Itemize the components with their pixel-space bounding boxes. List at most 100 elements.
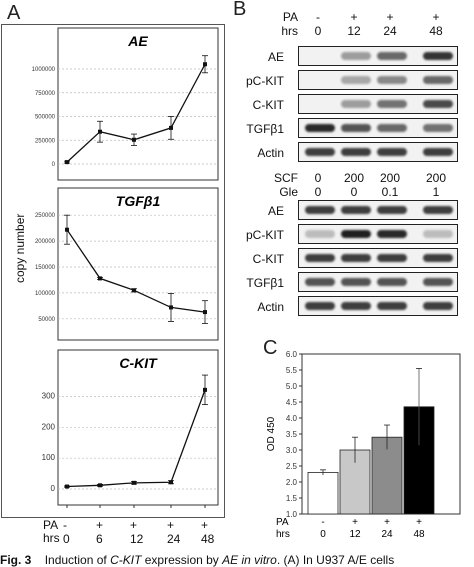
blot-top-header-value: +	[350, 10, 358, 24]
caption-agent: AE in vitro	[222, 553, 277, 567]
blot-top-header-value: 0	[314, 24, 322, 38]
blot-bottom-blot-strip	[298, 224, 458, 244]
blot-top-band	[377, 52, 407, 60]
blot-bottom-band	[377, 230, 407, 238]
y-tick-label: 200000	[35, 239, 56, 245]
blot-top-blot-strip	[298, 94, 458, 114]
y-tick-label: 100000	[35, 291, 56, 297]
blot-bottom-band	[423, 206, 453, 214]
blot-bottom-header-value: 200	[379, 171, 401, 185]
data-point	[98, 276, 102, 281]
y-tick-label: 0	[52, 162, 56, 168]
hrs-value: 12	[130, 532, 144, 546]
blot-bottom-band	[341, 254, 371, 262]
pa-value: +	[130, 518, 138, 532]
blot-bottom-band	[423, 230, 453, 238]
blot-top-blot-label: TGFβ1	[246, 122, 284, 136]
blot-top-blot-label: C-KIT	[252, 98, 284, 112]
blot-bottom-band	[377, 302, 407, 310]
bar-hrs-value: 0	[320, 529, 326, 540]
blot-top-band	[341, 100, 371, 108]
blot-top-header-label: PA	[282, 10, 298, 24]
bar-pa-value: +	[352, 517, 358, 528]
blot-top-band	[423, 124, 453, 132]
blot-bottom-band	[305, 230, 335, 238]
data-point	[65, 160, 69, 165]
pa-value: +	[201, 518, 209, 532]
blot-top-blot-strip	[298, 70, 458, 90]
blot-top-band	[305, 148, 335, 156]
blot-bottom-blot-label: AE	[267, 204, 284, 218]
blot-top-header-value: 24	[383, 24, 397, 38]
pa-value: -	[63, 518, 67, 532]
blot-top-band	[377, 76, 407, 84]
bar	[307, 471, 339, 515]
y-tick-label: 150000	[35, 265, 56, 271]
blot-top-header-value: +	[432, 10, 440, 24]
y-tick-label: 2.5	[286, 462, 298, 471]
blot-top-band	[423, 100, 453, 108]
blot-bottom-blot-label: TGFβ1	[246, 276, 284, 290]
blot-bottom-band	[305, 278, 335, 286]
bar-hrs-value: 24	[381, 529, 393, 540]
y-tick-label: 1000000	[32, 67, 56, 73]
y-tick-label: 4.5	[286, 398, 298, 407]
blot-bottom-band	[423, 278, 453, 286]
blot-bottom-header-value: 200	[343, 171, 365, 185]
line-chart-1: 50000 100000 150000 200000 250000 TGFβ1	[35, 187, 219, 341]
blot-bottom-header-value: 1	[432, 185, 440, 199]
pa-value: +	[96, 518, 104, 532]
blot-bottom-header-value: 0.1	[381, 185, 399, 199]
bar-hrs-label: hrs	[276, 529, 290, 540]
blot-top-band	[305, 124, 335, 132]
y-tick-label: 200	[42, 422, 56, 431]
blot-bottom-band	[305, 254, 335, 262]
blot-bottom-band	[341, 278, 371, 286]
blot-top-blot-strip	[298, 46, 458, 66]
blot-bottom-header-value: 0	[314, 171, 322, 185]
blot-top-band	[341, 76, 371, 84]
bar-pa-value: +	[384, 517, 390, 528]
blot-bottom-blot-strip	[298, 200, 458, 220]
chart-title: TGFβ1	[116, 193, 161, 209]
blot-bottom-header-value: 200	[425, 171, 447, 185]
blot-top-band	[423, 76, 453, 84]
blot-bottom-band	[377, 254, 407, 262]
y-tick-label: 1.0	[286, 510, 298, 519]
line-chart-0: 0 250000 500000 750000 1000000 AE	[32, 27, 219, 181]
data-point	[203, 310, 207, 315]
y-tick-label: 1.5	[286, 494, 298, 503]
blot-top-header-value: +	[386, 10, 394, 24]
blot-top-header-value: 48	[429, 24, 443, 38]
y-tick-label: 750000	[35, 91, 56, 97]
blot-top-band	[377, 124, 407, 132]
data-point	[169, 305, 173, 310]
panel-a-pa-label: PA	[43, 518, 59, 532]
blot-top-header-value: -	[316, 10, 320, 24]
data-point	[65, 484, 69, 489]
blot-bottom-blot-label: Actin	[257, 300, 284, 314]
blot-bottom-blot-strip	[298, 296, 458, 316]
blot-bottom-blot-strip	[298, 272, 458, 292]
blot-top-band	[377, 100, 407, 108]
panel-a-hrs-label: hrs	[43, 531, 60, 545]
y-tick-label: 5.5	[286, 366, 298, 375]
y-tick-label: 3.0	[286, 446, 298, 455]
pa-value: +	[167, 518, 175, 532]
blot-top-blot-label: AE	[267, 50, 284, 64]
blot-top-band	[423, 52, 453, 60]
bar-pa-label: PA	[276, 517, 289, 528]
blot-top-blot-label: Actin	[257, 146, 284, 160]
data-point	[65, 227, 69, 232]
blot-top-blot-label: pC-KIT	[245, 74, 284, 88]
blot-bottom-band	[377, 278, 407, 286]
y-tick-label: 50000	[38, 317, 55, 323]
blot-bottom-band	[341, 302, 371, 310]
data-point	[203, 387, 207, 392]
blot-bottom-band	[341, 230, 371, 238]
chart-frame	[57, 187, 219, 341]
blot-bottom-header-label: SCF	[274, 171, 298, 185]
bar-hrs-value: 12	[349, 529, 361, 540]
